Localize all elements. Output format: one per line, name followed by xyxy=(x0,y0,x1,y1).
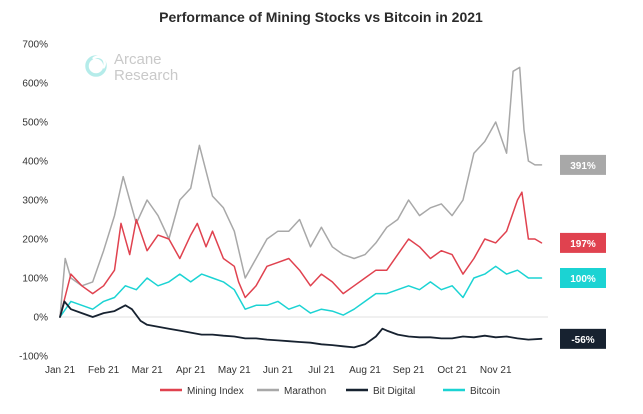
end-label-badge-mining-index xyxy=(560,232,606,253)
y-tick-label: -100% xyxy=(19,352,48,363)
y-tick-label: 500% xyxy=(22,118,48,129)
legend-label-bit-digital: Bit Digital xyxy=(373,386,415,397)
x-axis: Jan 21 Feb 21 Mar 21 Apr 21 May 21 Jun 21 Jul … xyxy=(45,365,512,376)
series-line-bit-digital xyxy=(59,300,543,349)
x-tick-label: Feb 21 xyxy=(88,365,120,376)
legend-label-mining-index: Mining Index xyxy=(187,386,244,397)
x-tick-label: Mar 21 xyxy=(132,365,164,376)
legend-label-bitcoin: Bitcoin xyxy=(470,386,500,397)
watermark-logo-accent xyxy=(92,55,106,69)
x-tick-label: Jun 21 xyxy=(263,365,293,376)
x-tick-label: Nov 21 xyxy=(480,365,512,376)
series-line-marathon xyxy=(59,66,543,318)
x-tick-label: Oct 21 xyxy=(437,365,467,376)
end-labels: 197% 391% -56% 100% xyxy=(560,154,606,349)
y-tick-label: 100% xyxy=(22,274,48,285)
y-tick-label: 700% xyxy=(22,40,48,51)
end-label-mining-index: 197% xyxy=(570,239,596,250)
watermark-text-line1: Arcane xyxy=(114,51,162,68)
y-tick-label: 300% xyxy=(22,196,48,207)
end-label-badge-bitcoin xyxy=(560,268,606,288)
series-line-bitcoin xyxy=(59,265,543,318)
series-line-mining-index xyxy=(59,191,543,318)
x-tick-label: Jan 21 xyxy=(45,365,75,376)
end-label-bitcoin: 100% xyxy=(570,274,596,285)
end-label-bit-digital: -56% xyxy=(571,335,594,346)
x-tick-label: Aug 21 xyxy=(349,365,381,376)
end-label-badge-marathon xyxy=(560,154,606,175)
y-tick-label: 600% xyxy=(22,79,48,90)
y-tick-label: 400% xyxy=(22,157,48,168)
x-tick-label: Jul 21 xyxy=(308,365,335,376)
end-label-marathon: 391% xyxy=(570,161,596,172)
legend-label-marathon: Marathon xyxy=(284,386,326,397)
y-tick-label: 0% xyxy=(34,313,49,324)
y-tick-label: 200% xyxy=(22,235,48,246)
chart-title: Performance of Mining Stocks vs Bitcoin … xyxy=(159,9,483,25)
x-tick-label: Apr 21 xyxy=(176,365,206,376)
legend: Mining Index Marathon Bit Digital Bitcoin xyxy=(160,386,500,397)
watermark-logo: Arcane Research xyxy=(85,51,178,84)
end-label-badge-bit-digital xyxy=(560,328,606,349)
watermark-text-line2: Research xyxy=(114,67,178,84)
series-lines xyxy=(59,66,543,349)
x-tick-label: May 21 xyxy=(218,365,251,376)
x-tick-label: Sep 21 xyxy=(393,365,425,376)
y-axis: -100% 0% 100% 200% 300% 400% 500% 600% 700% xyxy=(19,40,48,363)
